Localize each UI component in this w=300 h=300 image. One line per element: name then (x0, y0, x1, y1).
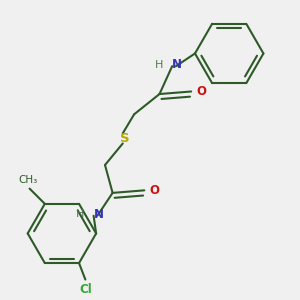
Text: S: S (121, 132, 130, 145)
Text: N: N (94, 208, 103, 221)
Text: N: N (172, 58, 182, 71)
Text: Cl: Cl (79, 284, 92, 296)
Text: H: H (155, 60, 163, 70)
Text: O: O (149, 184, 159, 197)
Text: H: H (76, 209, 85, 219)
Text: CH₃: CH₃ (19, 175, 38, 185)
Text: O: O (196, 85, 206, 98)
